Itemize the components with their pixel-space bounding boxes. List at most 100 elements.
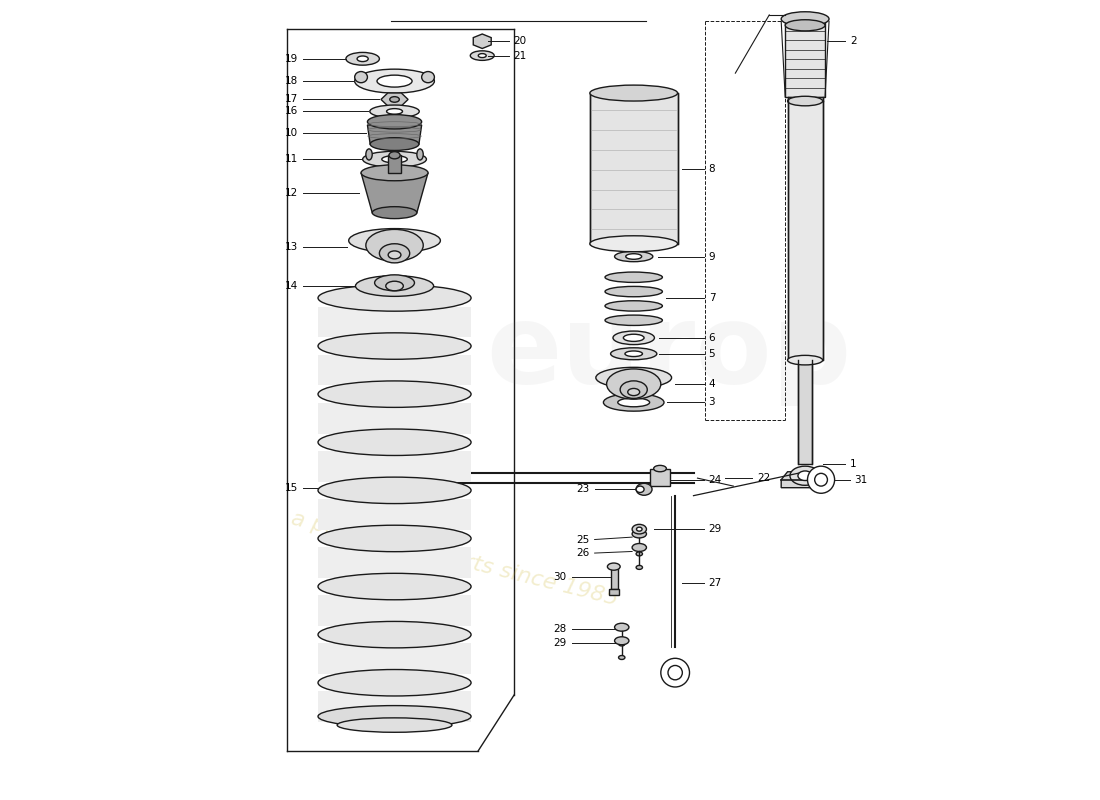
Text: 14: 14 [285, 281, 298, 291]
Ellipse shape [788, 355, 823, 365]
Ellipse shape [788, 96, 823, 106]
Text: europ: europ [486, 298, 851, 406]
Ellipse shape [615, 623, 629, 631]
Ellipse shape [389, 97, 399, 102]
Bar [650, 469, 670, 486]
Ellipse shape [361, 165, 428, 181]
Text: 17: 17 [285, 94, 298, 105]
Ellipse shape [632, 524, 647, 534]
Ellipse shape [337, 718, 452, 732]
Ellipse shape [318, 381, 471, 407]
Ellipse shape [388, 251, 400, 259]
Ellipse shape [624, 334, 645, 342]
Bar [610, 566, 618, 589]
Ellipse shape [636, 483, 652, 495]
Text: 28: 28 [553, 624, 566, 634]
Text: 19: 19 [285, 54, 298, 64]
Ellipse shape [471, 51, 494, 60]
Text: 30: 30 [553, 572, 566, 582]
Ellipse shape [636, 566, 642, 570]
Ellipse shape [605, 315, 662, 326]
Text: 23: 23 [576, 484, 590, 494]
Ellipse shape [375, 275, 415, 290]
Ellipse shape [636, 486, 645, 493]
Ellipse shape [318, 333, 471, 359]
Ellipse shape [590, 85, 678, 101]
Ellipse shape [615, 251, 652, 262]
Ellipse shape [596, 367, 672, 388]
Ellipse shape [661, 658, 690, 687]
Text: 26: 26 [576, 548, 590, 558]
Ellipse shape [606, 369, 661, 399]
Ellipse shape [377, 75, 412, 87]
Bar [590, 93, 678, 244]
Ellipse shape [318, 285, 471, 311]
Ellipse shape [636, 552, 642, 556]
Ellipse shape [318, 477, 471, 503]
Ellipse shape [372, 206, 417, 218]
Ellipse shape [366, 149, 372, 160]
Bar [318, 451, 471, 482]
Ellipse shape [618, 642, 625, 646]
Text: 13: 13 [285, 242, 298, 252]
Text: 25: 25 [576, 534, 590, 545]
Ellipse shape [354, 69, 434, 93]
Ellipse shape [382, 156, 407, 163]
Bar [318, 595, 471, 626]
Text: 12: 12 [285, 188, 298, 198]
Ellipse shape [605, 272, 662, 282]
Ellipse shape [632, 543, 647, 551]
Ellipse shape [367, 114, 421, 129]
Ellipse shape [781, 12, 829, 26]
Bar [788, 101, 823, 360]
Text: 6: 6 [708, 333, 715, 343]
Ellipse shape [318, 706, 471, 727]
Bar [785, 22, 825, 97]
Text: 10: 10 [285, 128, 298, 138]
Polygon shape [473, 34, 492, 49]
Text: a passion for parts since 1985: a passion for parts since 1985 [288, 509, 620, 610]
Ellipse shape [363, 151, 427, 167]
Ellipse shape [815, 474, 827, 486]
Ellipse shape [613, 331, 654, 345]
Bar [388, 155, 400, 173]
Text: 4: 4 [708, 379, 715, 389]
Ellipse shape [668, 666, 682, 680]
Bar [318, 354, 471, 386]
Ellipse shape [607, 563, 620, 570]
Ellipse shape [318, 670, 471, 696]
Ellipse shape [610, 348, 657, 360]
Ellipse shape [604, 394, 664, 411]
Ellipse shape [478, 54, 486, 58]
Polygon shape [781, 472, 829, 488]
Ellipse shape [625, 351, 642, 357]
Ellipse shape [798, 471, 812, 481]
Text: 5: 5 [708, 349, 715, 358]
Ellipse shape [628, 389, 640, 396]
Bar [318, 643, 471, 674]
Text: 31: 31 [855, 474, 868, 485]
Text: 8: 8 [708, 164, 715, 174]
Ellipse shape [389, 152, 400, 159]
Ellipse shape [366, 230, 424, 262]
Ellipse shape [349, 229, 440, 253]
Ellipse shape [318, 526, 471, 552]
Ellipse shape [605, 301, 662, 311]
Polygon shape [381, 93, 408, 106]
Ellipse shape [318, 429, 471, 455]
Ellipse shape [358, 56, 368, 62]
Text: 24: 24 [708, 474, 722, 485]
Text: 16: 16 [285, 106, 298, 117]
Polygon shape [367, 125, 421, 144]
Polygon shape [361, 173, 428, 213]
Text: 29: 29 [708, 524, 722, 534]
Ellipse shape [345, 53, 379, 65]
Ellipse shape [590, 236, 678, 252]
Bar [318, 691, 471, 722]
Text: 22: 22 [757, 473, 770, 483]
Text: 3: 3 [708, 398, 715, 407]
Ellipse shape [355, 276, 433, 296]
Ellipse shape [354, 71, 367, 82]
Text: 9: 9 [708, 251, 715, 262]
Bar [318, 306, 471, 338]
